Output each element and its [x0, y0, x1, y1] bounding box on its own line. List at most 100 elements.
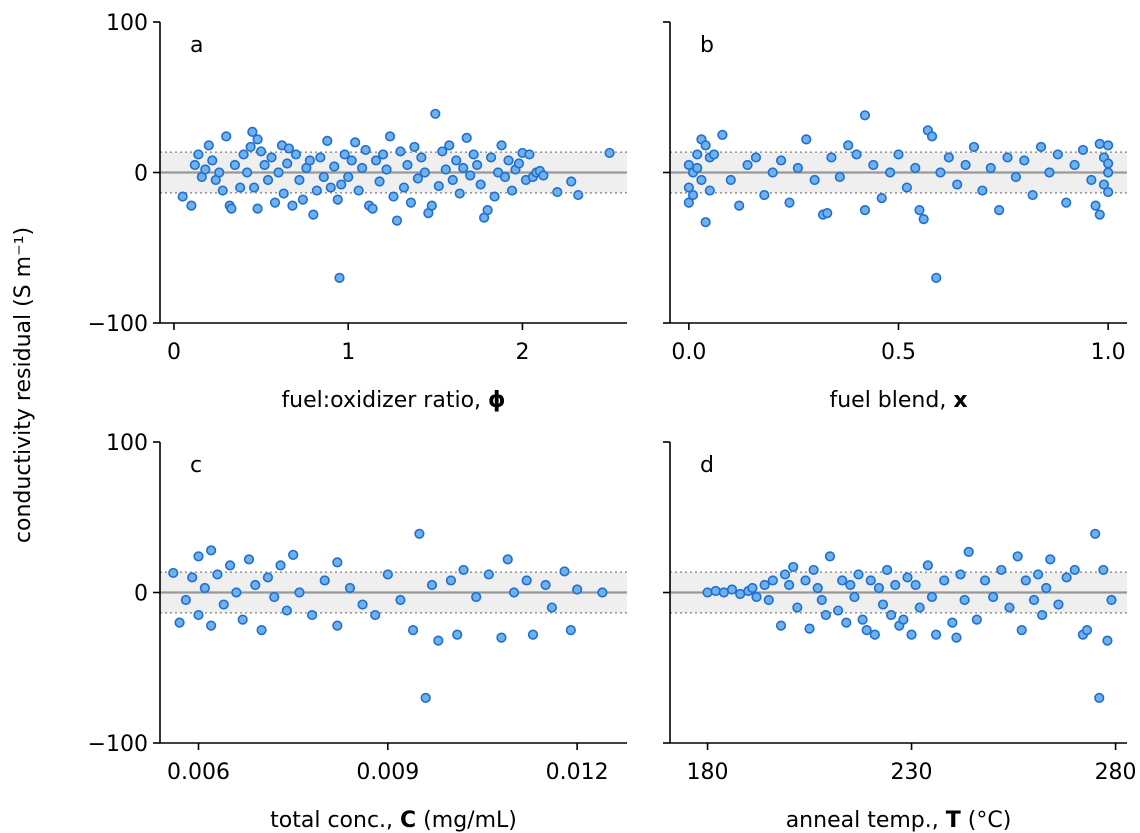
data-point	[306, 609, 318, 621]
data-point	[971, 614, 982, 625]
data-point	[1019, 155, 1030, 166]
data-point	[573, 189, 584, 201]
data-point	[947, 617, 958, 628]
x-tick-label: 2	[515, 340, 529, 365]
data-point	[262, 174, 274, 186]
data-point	[416, 152, 427, 163]
data-point	[800, 575, 811, 586]
data-point	[503, 155, 514, 166]
data-point	[843, 140, 854, 151]
data-point	[357, 599, 368, 610]
data-point	[344, 582, 356, 594]
data-point	[237, 614, 248, 625]
data-point	[597, 587, 608, 598]
data-point	[283, 143, 295, 154]
data-point	[926, 131, 938, 142]
data-point	[540, 579, 551, 591]
data-point	[1044, 167, 1055, 178]
data-point	[994, 205, 1005, 216]
data-point	[496, 140, 507, 151]
data-point	[710, 585, 721, 597]
data-point	[809, 174, 820, 186]
data-point	[1102, 635, 1113, 646]
data-point	[1041, 582, 1052, 594]
data-point	[189, 159, 200, 171]
data-point	[275, 560, 286, 571]
data-point	[250, 579, 261, 591]
data-point	[193, 609, 204, 621]
data-point	[751, 591, 762, 603]
data-point	[193, 149, 204, 160]
data-point	[499, 171, 511, 183]
data-point	[332, 557, 343, 568]
data-point	[360, 144, 371, 156]
data-point	[910, 162, 921, 174]
data-point	[959, 594, 970, 606]
data-point	[968, 141, 980, 153]
data-point	[290, 149, 302, 160]
data-point	[784, 579, 795, 591]
data-point	[857, 614, 868, 625]
data-point	[489, 191, 500, 202]
x-tick-label: 0.5	[881, 340, 916, 365]
panel-c: 0.006 0.009 0.012 −100 0 100 c total conc., C (…	[88, 431, 627, 833]
data-point	[266, 152, 277, 163]
data-point	[353, 185, 364, 196]
data-point	[692, 162, 703, 174]
data-point	[820, 609, 831, 621]
data-point	[252, 203, 263, 214]
data-point	[784, 197, 795, 208]
data-point	[294, 174, 305, 186]
data-point	[207, 155, 218, 166]
data-point	[951, 632, 962, 643]
data-point	[816, 594, 827, 606]
data-point	[334, 272, 345, 283]
data-point	[788, 561, 799, 573]
data-point	[242, 167, 253, 178]
data-point	[281, 605, 292, 616]
data-point	[1052, 149, 1063, 160]
data-point	[388, 191, 399, 202]
data-point	[1053, 599, 1064, 610]
data-point	[824, 551, 836, 562]
data-point	[726, 584, 738, 595]
data-point	[914, 602, 925, 613]
data-point	[483, 569, 494, 580]
data-point	[930, 629, 942, 640]
data-point	[955, 569, 966, 580]
data-point	[926, 591, 938, 603]
data-point	[508, 587, 520, 598]
data-point	[247, 126, 258, 137]
data-point	[391, 215, 403, 226]
data-point	[1027, 189, 1038, 201]
data-point	[851, 149, 862, 160]
data-point	[801, 134, 812, 145]
x-tick-label: 0.009	[356, 760, 419, 785]
data-point	[734, 200, 745, 211]
data-point	[304, 155, 315, 166]
data-point	[174, 617, 185, 628]
data-point	[199, 582, 210, 594]
x-axis-label: total conc., C (mg/mL)	[270, 808, 517, 833]
data-point	[776, 155, 787, 166]
data-point	[287, 200, 298, 211]
data-point	[262, 572, 274, 583]
data-point	[565, 625, 576, 636]
data-point	[506, 185, 518, 196]
panel-letter: d	[700, 453, 714, 478]
data-point	[367, 203, 378, 214]
data-point	[538, 170, 549, 181]
data-point	[717, 129, 728, 140]
data-point	[885, 167, 896, 178]
data-point	[288, 549, 299, 560]
x-tick-label: 180	[687, 760, 729, 785]
data-point	[1002, 152, 1013, 163]
data-point	[566, 176, 577, 187]
data-point	[906, 629, 917, 640]
data-point	[475, 179, 486, 190]
data-point	[708, 149, 720, 160]
y-tick-label: −100	[88, 312, 148, 337]
data-point	[859, 205, 871, 216]
data-point	[1106, 594, 1117, 606]
data-point	[902, 572, 913, 583]
